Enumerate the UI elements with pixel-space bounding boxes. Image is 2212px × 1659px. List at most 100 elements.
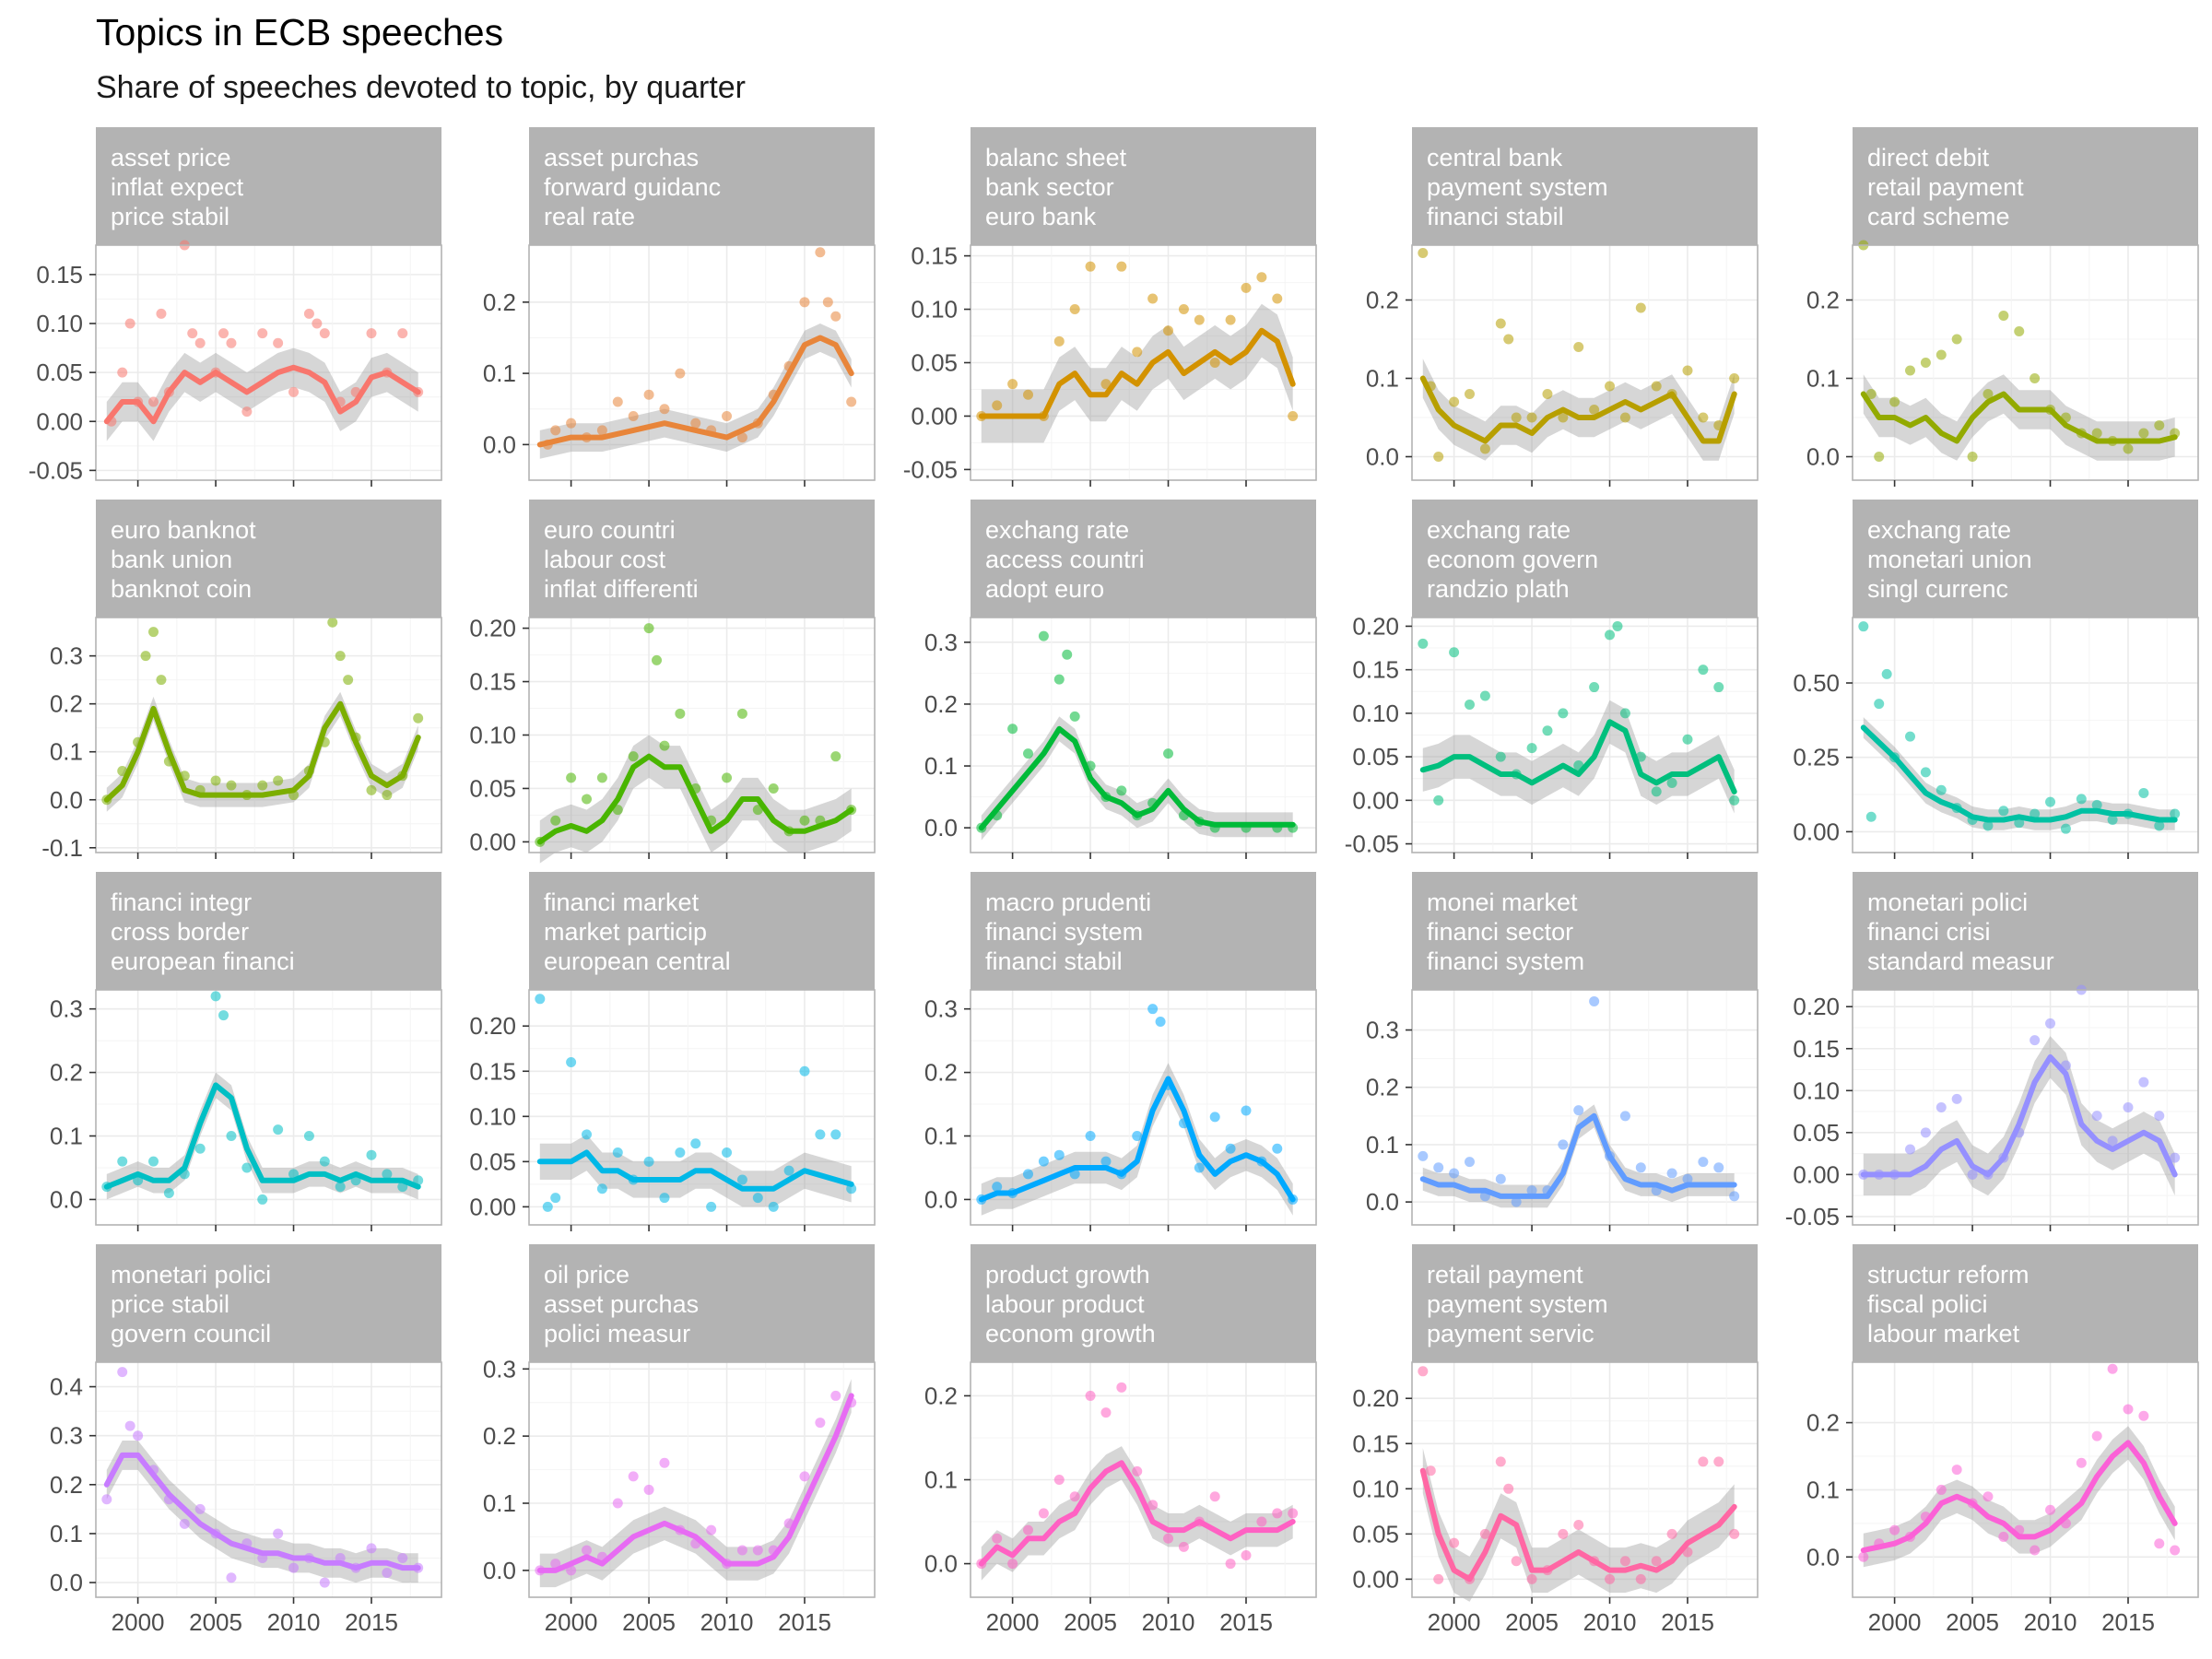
data-point [1951, 334, 1962, 345]
data-point [2091, 799, 2102, 810]
data-point [722, 410, 733, 421]
data-point [830, 1129, 841, 1140]
panel-grid [529, 990, 875, 1225]
data-point [1511, 1556, 1522, 1567]
data-point [1713, 1162, 1724, 1173]
facet-strip-label: inflat expect [111, 173, 244, 201]
data-point [1612, 620, 1623, 631]
y-tick-label: 0.00 [36, 407, 83, 435]
x-tick-label: 2005 [189, 1608, 242, 1636]
data-point [736, 1174, 747, 1185]
data-point [163, 1188, 174, 1199]
data-point [382, 1169, 393, 1180]
data-point [628, 410, 639, 421]
y-tick-label: 0.2 [1806, 287, 1840, 314]
y-tick-label: 0.10 [1793, 1077, 1840, 1104]
data-point [752, 1545, 763, 1556]
trend-line [1419, 1112, 1737, 1199]
facet-strip-label: govern council [111, 1320, 271, 1347]
panel-border [1852, 617, 2199, 853]
facet-strip-label: price stabil [111, 1290, 229, 1318]
data-point [288, 1562, 300, 1573]
data-point [335, 1182, 346, 1193]
panel-border [1852, 1361, 2199, 1598]
data-point [2030, 1035, 2041, 1046]
x-tick-label: 2015 [1661, 1608, 1714, 1636]
y-tick-label: 0.10 [1352, 700, 1399, 727]
confidence-band [106, 691, 418, 812]
data-point [1573, 342, 1584, 352]
data-point [1619, 1111, 1630, 1122]
y-tick-label: 0.0 [50, 786, 83, 814]
data-point [799, 1471, 810, 1482]
data-point [2170, 808, 2181, 819]
trend-line [1860, 1053, 2178, 1178]
data-point [830, 751, 841, 762]
data-point [550, 1559, 561, 1570]
data-point [1619, 412, 1630, 423]
facet-strip-label: polici measur [544, 1320, 690, 1347]
y-tick-label: 0.0 [50, 1185, 83, 1213]
facet-strip-label: monetari polici [1867, 888, 2028, 916]
panel-grid [1853, 990, 2198, 1225]
data-point [768, 1201, 779, 1212]
confidence-band [981, 303, 1293, 443]
data-point [1007, 379, 1018, 390]
data-point [799, 297, 810, 308]
facet-strip-label: financi crisi [1867, 918, 1991, 946]
data-point [1881, 668, 1892, 679]
panel-border [970, 617, 1317, 853]
data-point [273, 1124, 284, 1135]
facet-strip-label: exchang rate [1867, 516, 2011, 544]
chart-title: Topics in ECB speeches [96, 11, 504, 53]
data-point [1225, 1559, 1236, 1570]
y-tick-label: -0.05 [1785, 1203, 1840, 1230]
data-point [612, 1498, 623, 1509]
data-point [2154, 1111, 2165, 1122]
data-point [1983, 389, 1994, 399]
facet-strip-label: euro bank [985, 203, 1097, 230]
data-point [736, 708, 747, 719]
y-tick-label: 0.0 [1366, 1188, 1399, 1216]
confidence-band [539, 324, 852, 459]
data-point [566, 418, 577, 429]
data-point [1288, 410, 1299, 421]
facet-strip-label: european central [544, 947, 731, 975]
data-point [1951, 1465, 1962, 1476]
data-point [413, 712, 424, 724]
data-point [1589, 995, 1600, 1006]
data-point [643, 623, 654, 634]
data-point [799, 815, 810, 826]
trend-line [103, 700, 421, 803]
facet-strip [96, 500, 441, 618]
data-point [2091, 428, 2102, 439]
data-point [1865, 811, 1877, 822]
data-point [675, 1147, 686, 1159]
data-point [1920, 1127, 1931, 1138]
data-point [1511, 1196, 1522, 1207]
data-point [1132, 1131, 1143, 1142]
facet-strip-label: product growth [985, 1261, 1150, 1288]
facet-strip [971, 1244, 1316, 1362]
data-point [1651, 381, 1662, 392]
data-point [1163, 325, 1174, 336]
facet-strip-label: financi system [1427, 947, 1584, 975]
panel-border [1411, 244, 1759, 481]
data-point [1194, 1162, 1205, 1173]
data-point [366, 1543, 377, 1554]
facet-strip-label: euro countri [544, 516, 676, 544]
data-point [799, 1065, 810, 1077]
y-tick-label: 0.0 [50, 1569, 83, 1596]
y-tick-label: 0.1 [1806, 1476, 1840, 1503]
y-tick-label: 0.4 [50, 1373, 83, 1401]
data-point [226, 1572, 237, 1583]
data-point [1418, 1366, 1429, 1377]
y-tick-label: 0.2 [924, 1059, 958, 1087]
y-tick-label: 0.00 [911, 402, 958, 429]
data-point [1682, 365, 1693, 376]
data-point [1558, 1139, 1569, 1150]
